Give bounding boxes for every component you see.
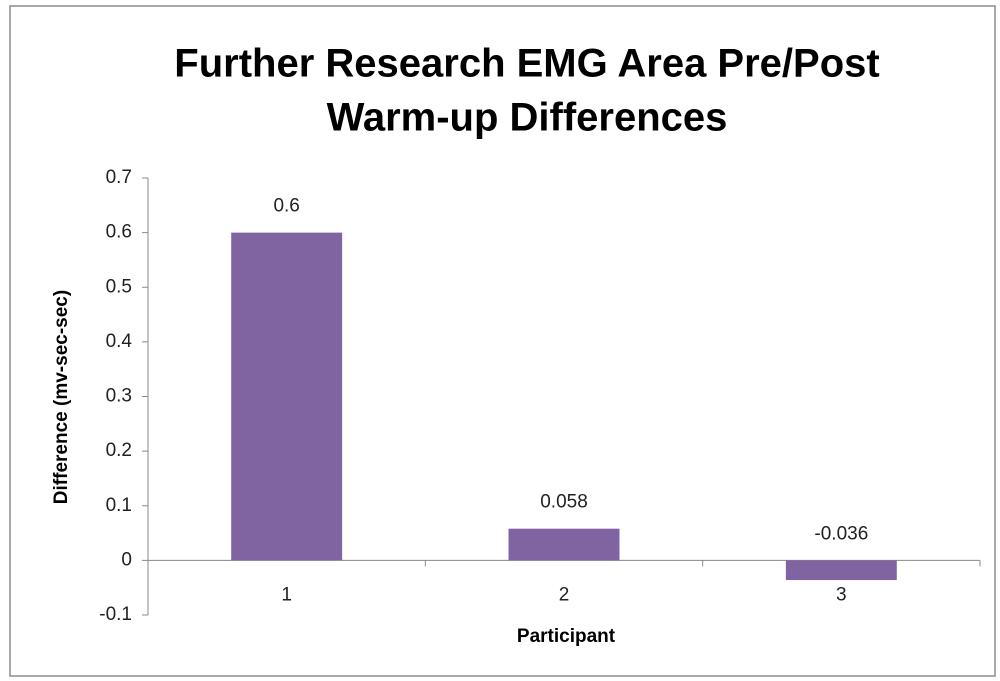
y-tick-label: 0.4: [106, 331, 133, 352]
data-label: -0.036: [814, 523, 868, 544]
x-tick-label: 2: [559, 584, 570, 605]
x-tick-label: 1: [281, 584, 292, 605]
bar: [785, 560, 897, 581]
y-tick-label: 0.3: [106, 386, 132, 407]
bar: [508, 528, 620, 561]
y-tick-label: 0: [121, 549, 132, 570]
chart-title: Warm-up Differences: [327, 96, 728, 140]
x-tick-label: 3: [836, 584, 847, 605]
y-tick-label: 0.5: [106, 276, 132, 297]
data-label: 0.6: [273, 196, 299, 217]
y-tick-label: 0.7: [106, 167, 132, 188]
y-tick-label: 0.6: [106, 222, 132, 243]
y-axis-title: Difference (mv-sec-sec): [51, 290, 72, 504]
bar: [231, 232, 343, 561]
y-tick-label: 0.1: [106, 495, 132, 516]
data-label: 0.058: [540, 492, 588, 513]
chart-title: Further Research EMG Area Pre/Post: [174, 42, 879, 86]
y-tick-label: -0.1: [99, 604, 132, 625]
y-tick-label: 0.2: [106, 440, 132, 461]
x-axis-title: Participant: [517, 626, 616, 647]
